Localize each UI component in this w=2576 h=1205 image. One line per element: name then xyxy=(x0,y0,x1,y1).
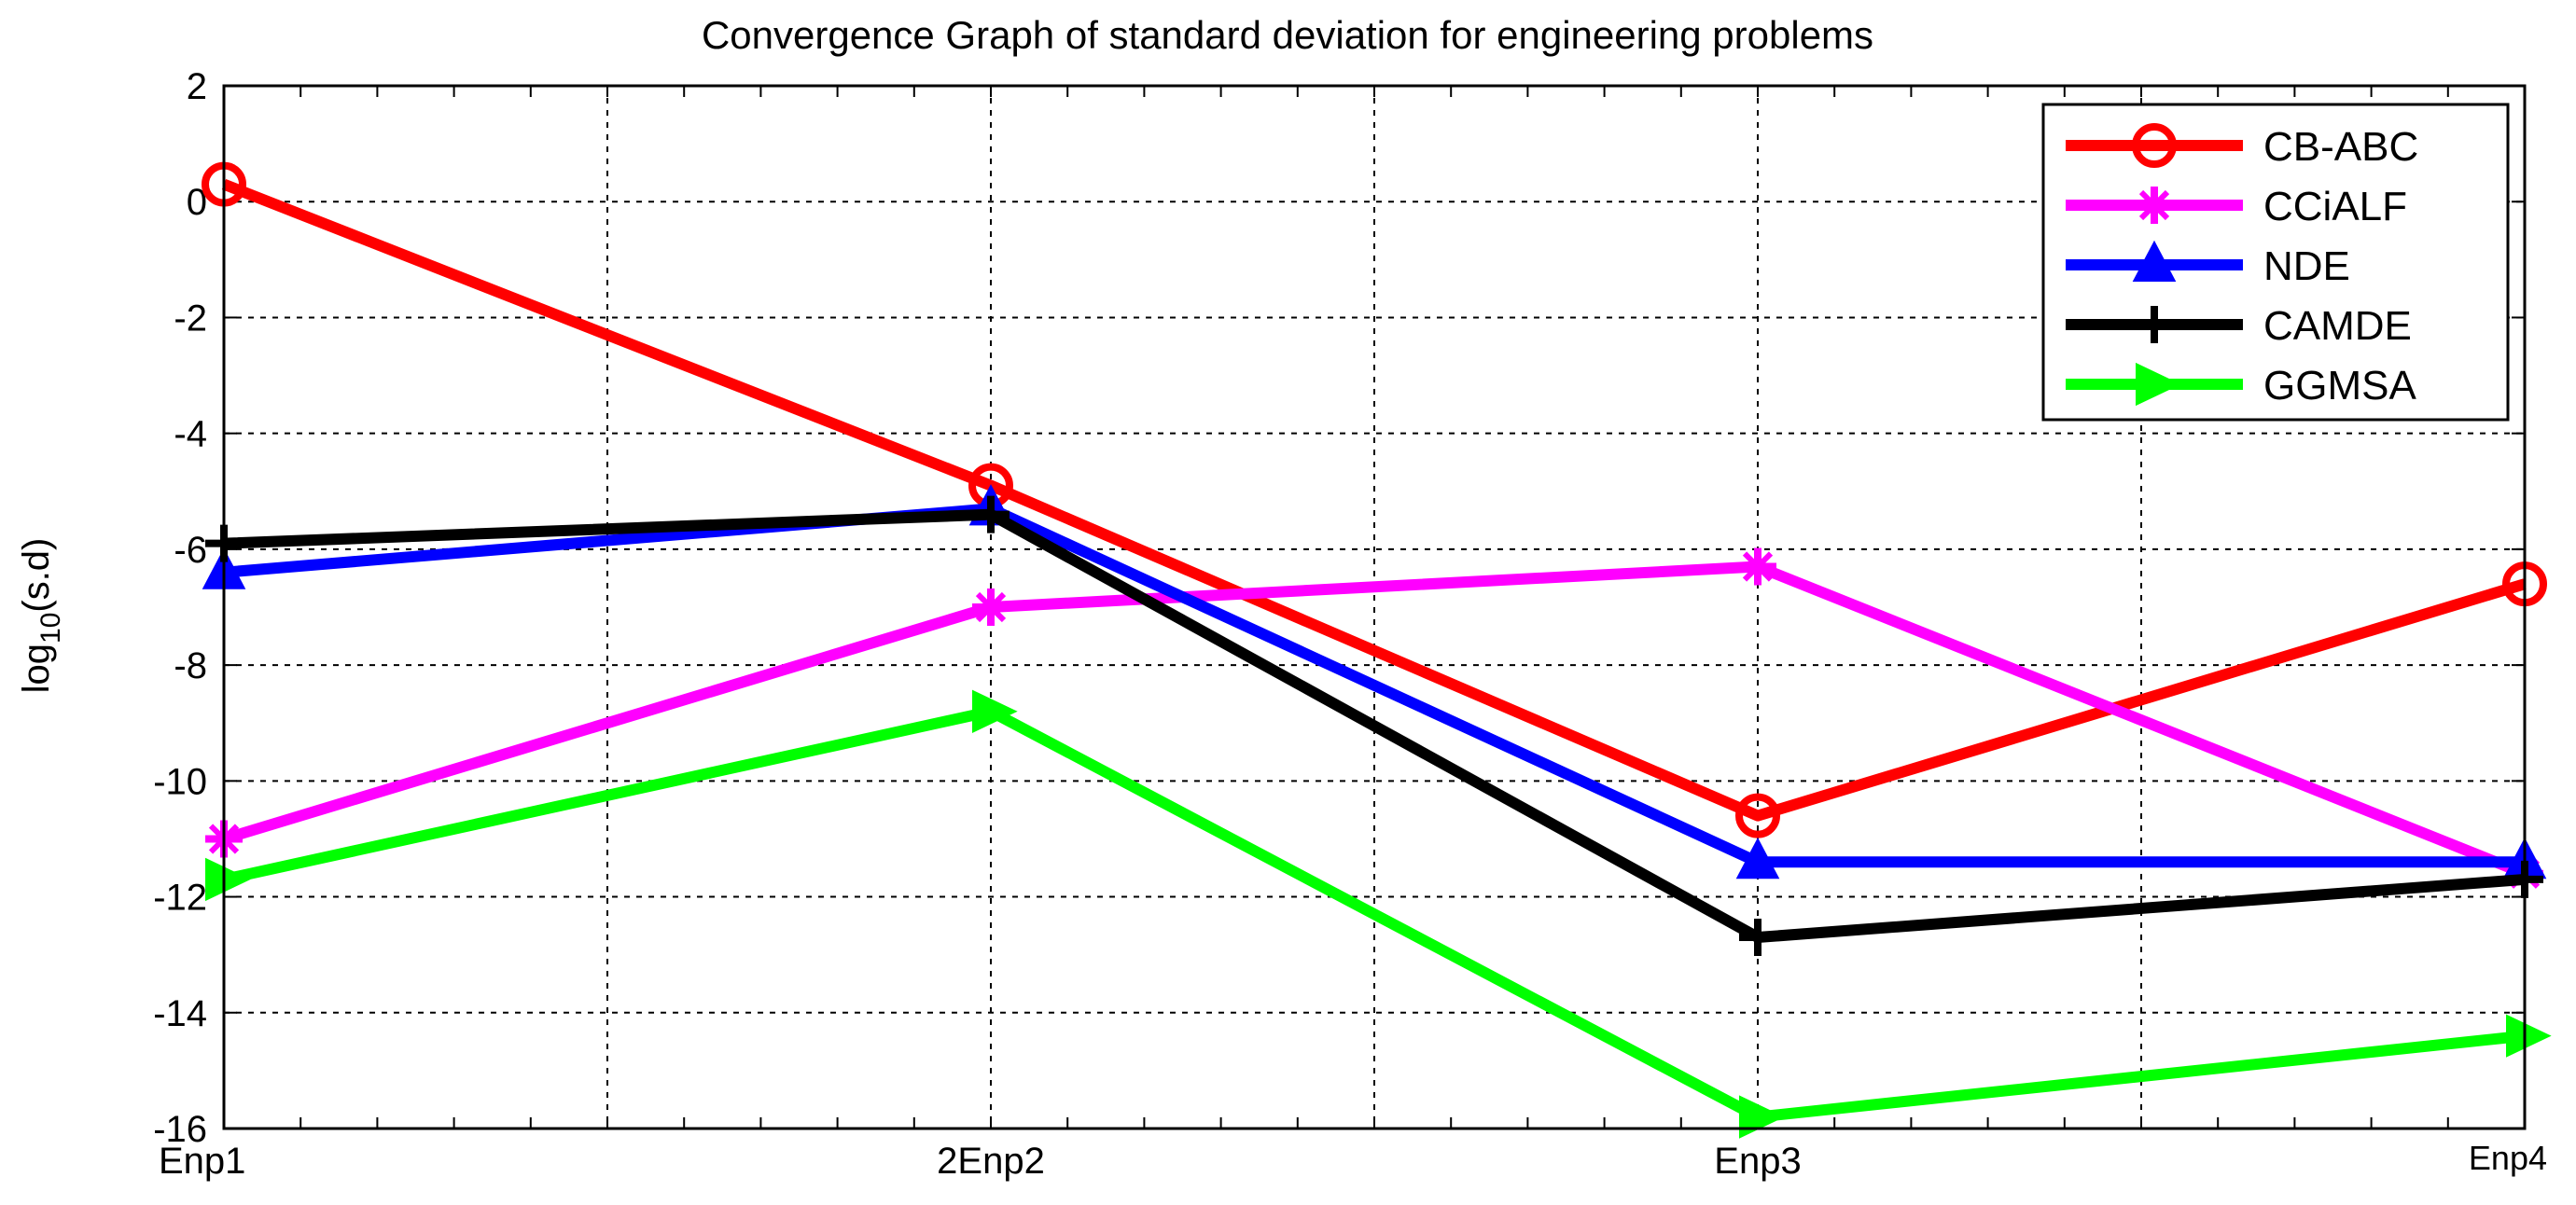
legend-label-nde: NDE xyxy=(2263,243,2350,289)
y-tick-label: 2 xyxy=(187,66,207,107)
data-point-ggmsa xyxy=(205,857,251,902)
y-tick-label: -12 xyxy=(153,878,207,919)
legend-label-ccialf: CCiALF xyxy=(2263,184,2407,229)
series-line-ggmsa xyxy=(222,705,2526,1123)
data-point-ccialf xyxy=(972,589,1010,626)
y-axis-label-base: log xyxy=(16,644,57,693)
series-line-nde xyxy=(223,503,2525,868)
legend-label-cb-abc: CB-ABC xyxy=(2263,124,2418,170)
series-line-ccialf xyxy=(222,561,2527,880)
y-tick-label: 0 xyxy=(187,182,207,223)
data-point-ggmsa xyxy=(2506,1014,2552,1058)
x-tick-label: 2Enp2 xyxy=(937,1141,1045,1182)
y-axis-label-sub: 10 xyxy=(35,613,66,644)
data-point-ggmsa xyxy=(1739,1095,1785,1139)
legend-marker-nde xyxy=(2132,240,2177,282)
y-tick-label: -16 xyxy=(153,1109,207,1150)
data-point-ccialf-d2 xyxy=(975,591,1007,623)
legend-label-ggmsa: GGMSA xyxy=(2263,363,2416,409)
y-axis-label-rest: (s.d) xyxy=(16,538,57,613)
x-tick-label: Enp3 xyxy=(1714,1141,1801,1182)
plot-frame xyxy=(222,84,2527,1130)
series-line-camde xyxy=(223,508,2526,944)
y-tick-label: -2 xyxy=(174,298,207,339)
x-tick-label: Enp4 xyxy=(2469,1139,2547,1177)
data-point-ccialf-d2 xyxy=(1742,551,1774,582)
legend-label-camde: CAMDE xyxy=(2263,303,2412,349)
y-tick-label: -10 xyxy=(153,761,207,802)
data-point-camde xyxy=(1739,919,1776,957)
y-tick-label: -4 xyxy=(174,414,207,455)
x-tick-label: Enp1 xyxy=(159,1141,245,1182)
legend: CB-ABC CCiALF NDE CAMDE GGMSA xyxy=(2041,103,2510,422)
data-point-cb-abc xyxy=(1735,793,1780,838)
y-tick-label: -8 xyxy=(174,645,207,686)
legend-marker-ccialf-d2 xyxy=(2138,189,2170,221)
legend-marker-ccialf xyxy=(2136,187,2173,224)
data-point-ccialf xyxy=(1739,547,1776,586)
legend-marker-camde xyxy=(2136,306,2173,343)
data-point-nde xyxy=(1735,837,1780,880)
y-tick-label: -6 xyxy=(174,530,207,571)
y-axis-label: log10(s.d) xyxy=(16,538,66,694)
legend-marker-ggmsa xyxy=(2136,362,2181,407)
legend-marker-cb-abc xyxy=(2132,123,2177,168)
y-tick-label: -14 xyxy=(153,993,207,1034)
data-point-ggmsa xyxy=(972,689,1018,733)
data-point-camde xyxy=(972,495,1010,533)
chart-title: Convergence Graph of standard deviation … xyxy=(702,13,1873,57)
series-line-cb-abc xyxy=(221,179,2527,822)
